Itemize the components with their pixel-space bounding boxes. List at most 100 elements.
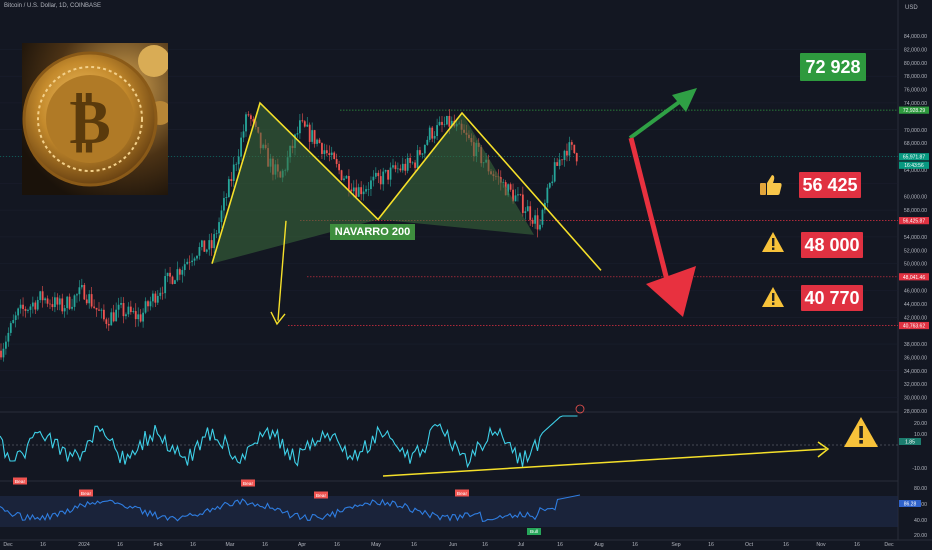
candle-body <box>529 206 532 220</box>
candle-body <box>357 187 360 197</box>
candle-body <box>90 294 93 307</box>
target-2-label: 48 000 <box>801 232 863 258</box>
time-axis-label: Sep <box>671 542 680 548</box>
candle-body <box>433 135 436 139</box>
candle-body <box>78 287 81 295</box>
time-axis-label: Jul <box>518 542 525 548</box>
candle-body <box>98 309 100 311</box>
candle-body <box>95 307 98 310</box>
rsi-axis-label: 20.00 <box>914 533 927 539</box>
candle-body <box>330 152 333 156</box>
candle-body <box>83 285 86 300</box>
candle-body <box>88 294 91 304</box>
candle-body <box>17 308 20 316</box>
price-tag <box>899 153 929 161</box>
candle-body <box>438 121 441 126</box>
price-tag <box>899 273 929 281</box>
candle-body <box>191 260 193 263</box>
price-axis-label: 78,000.00 <box>904 74 927 80</box>
candle-body <box>443 124 446 126</box>
bear-tag-label: Bear <box>81 491 92 497</box>
candle-body <box>507 184 510 196</box>
candle-body <box>352 187 355 192</box>
candle-body <box>169 272 171 277</box>
candle-body <box>250 115 252 120</box>
time-axis-label: Aug <box>594 542 603 548</box>
candle-body <box>61 298 64 312</box>
price-axis-label: 58,000.00 <box>904 208 927 214</box>
svg-text:₿: ₿ <box>69 85 110 158</box>
candle-body <box>431 127 434 139</box>
candle-body <box>350 189 353 192</box>
candle-body <box>80 285 83 288</box>
candle-body <box>441 121 443 125</box>
candle-body <box>9 323 12 333</box>
candle-body <box>107 323 110 326</box>
candle-body <box>570 142 573 145</box>
candle-body <box>247 114 250 116</box>
candle-body <box>328 153 331 156</box>
candle-body <box>372 176 375 181</box>
time-axis-label: Mar <box>226 542 235 548</box>
bear-tag-label: Bear <box>243 481 254 487</box>
candle-body <box>379 176 382 185</box>
rsi-line <box>0 494 581 523</box>
price-axis-label: 80,000.00 <box>904 61 927 67</box>
candle-body <box>58 298 61 305</box>
candle-body <box>127 306 130 315</box>
candle-body <box>414 162 416 168</box>
candle-body <box>558 159 561 166</box>
price-axis-label: 46,000.00 <box>904 288 927 294</box>
m-pattern-fill <box>212 102 534 264</box>
candle-body <box>46 298 49 304</box>
candle-body <box>399 168 402 171</box>
candle-body <box>355 187 358 197</box>
candle-body <box>66 296 69 309</box>
candle-body <box>551 181 554 184</box>
candle-body <box>110 312 113 326</box>
candle-body <box>446 115 448 125</box>
time-axis-label: 16 <box>40 542 46 548</box>
candle-body <box>125 314 127 317</box>
time-axis-label: 16 <box>783 542 789 548</box>
candle-body <box>541 209 544 225</box>
candle-body <box>115 309 118 322</box>
candle-body <box>321 143 323 154</box>
candle-body <box>423 144 426 154</box>
candle-body <box>340 170 343 181</box>
price-axis-label: 28,000.00 <box>904 409 927 415</box>
candle-body <box>56 297 59 305</box>
candle-body <box>112 312 115 322</box>
candle-body <box>31 302 34 307</box>
candle-body <box>333 152 336 160</box>
candle-body <box>536 215 539 230</box>
candle-body <box>566 150 568 156</box>
candle-body <box>575 153 578 162</box>
price-axis-label: 74,000.00 <box>904 101 927 107</box>
candle-body <box>7 332 10 342</box>
price-axis-label: 44,000.00 <box>904 302 927 308</box>
target-green-label: 72 928 <box>800 53 866 81</box>
price-axis-label: 54,000.00 <box>904 235 927 241</box>
yellow-arrow-shaft <box>277 220 287 321</box>
candle-body <box>360 187 363 195</box>
candle-body <box>240 137 242 157</box>
candle-body <box>22 304 24 310</box>
candle-body <box>384 169 387 172</box>
candle-body <box>215 233 218 235</box>
candle-body <box>519 194 522 195</box>
navarro-200-label: NAVARRO 200 <box>330 224 415 240</box>
bear-tag-label: Bear <box>457 491 468 497</box>
candle-body <box>308 124 311 142</box>
candle-body <box>51 304 54 308</box>
candle-body <box>409 157 412 163</box>
candle-body <box>129 306 132 313</box>
price-axis-label: 34,000.00 <box>904 369 927 375</box>
candle-body <box>406 157 409 171</box>
candle-body <box>196 255 198 259</box>
price-tag-label: 48,041.46 <box>903 275 925 281</box>
candle-body <box>301 120 304 122</box>
candle-body <box>573 144 576 154</box>
